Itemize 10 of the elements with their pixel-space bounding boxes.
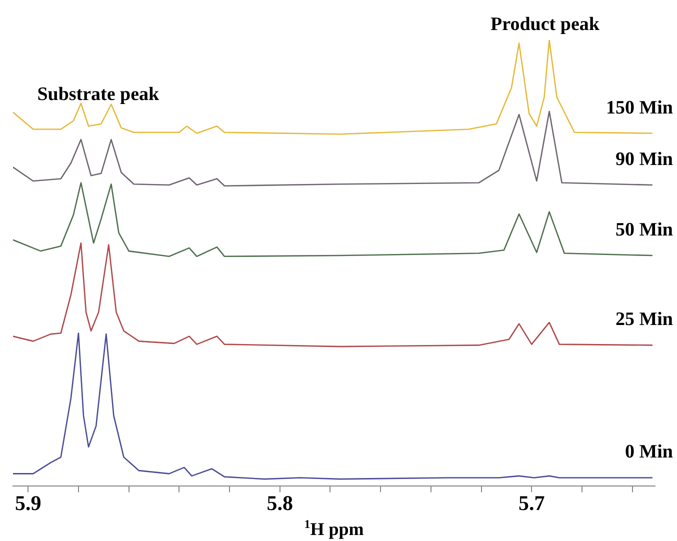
series-label: 0 Min: [624, 442, 674, 463]
series-label: 25 Min: [615, 309, 674, 330]
text: Product peak: [490, 14, 600, 35]
x-tick-label: 5.8: [266, 491, 293, 516]
annotation: Substrate peak: [37, 84, 160, 106]
x-tick-label: 5.7: [518, 491, 545, 516]
series-label: 150 Min: [606, 97, 674, 118]
x-tick-label: 5.9: [14, 491, 42, 516]
series-label: 90 Min: [615, 149, 674, 170]
series-label: 50 Min: [615, 220, 674, 241]
